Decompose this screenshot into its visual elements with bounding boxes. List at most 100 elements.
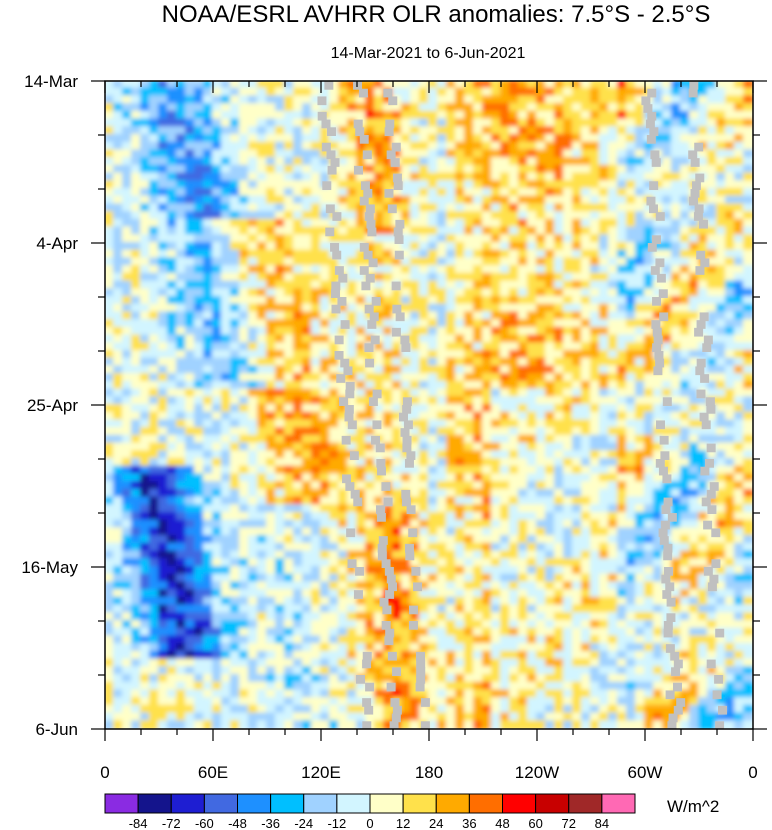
heat-cell — [356, 573, 367, 584]
heat-cell — [527, 126, 538, 136]
heat-cell — [302, 589, 313, 599]
heat-cell — [635, 380, 646, 391]
heat-cell — [725, 380, 736, 391]
heat-cell — [131, 488, 142, 499]
heat-cell — [257, 234, 268, 244]
heat-cell — [302, 234, 313, 244]
heat-cell — [482, 242, 493, 252]
heat-cell — [671, 272, 682, 283]
heat-cell — [455, 272, 466, 283]
heat-cell — [149, 172, 160, 183]
heat-cell — [221, 535, 232, 545]
heat-cell — [401, 226, 412, 237]
heat-cell — [176, 542, 187, 553]
heat-cell — [653, 434, 664, 445]
heat-cell — [626, 573, 637, 584]
heat-cell — [347, 311, 358, 322]
heat-cell — [572, 427, 583, 437]
heat-cell — [302, 396, 313, 406]
heat-cell — [410, 450, 421, 460]
heat-cell — [383, 465, 394, 476]
heat-cell — [698, 558, 709, 568]
heat-cell — [221, 203, 232, 214]
heat-cell — [680, 473, 691, 484]
heat-cell — [635, 249, 646, 260]
heat-cell — [455, 558, 466, 568]
heat-cell — [626, 157, 637, 167]
heat-cell — [734, 396, 745, 406]
heat-cell — [167, 180, 178, 190]
heat-cell — [689, 365, 700, 376]
heat-cell — [113, 542, 124, 553]
heat-cell — [311, 134, 322, 144]
heat-cell — [248, 604, 259, 615]
heat-cell — [113, 149, 124, 160]
heat-cell — [599, 326, 610, 337]
heat-cell — [221, 519, 232, 530]
heat-cell — [302, 149, 313, 160]
heat-cell — [365, 527, 376, 538]
heat-cell — [626, 596, 637, 607]
heat-cell — [608, 218, 619, 229]
heat-cell — [527, 380, 538, 391]
heat-cell — [419, 226, 430, 237]
heat-cell — [581, 296, 592, 306]
heat-cell — [689, 103, 700, 113]
heat-cell — [482, 535, 493, 545]
heat-cell — [482, 265, 493, 275]
heat-cell — [536, 134, 547, 144]
heat-cell — [347, 272, 358, 283]
heat-cell — [122, 581, 133, 592]
heat-cell — [221, 257, 232, 268]
heat-cell — [158, 442, 169, 453]
heat-cell — [185, 172, 196, 183]
heat-cell — [671, 427, 682, 437]
heat-cell — [410, 188, 421, 198]
heat-cell — [266, 149, 277, 160]
heat-cell — [203, 234, 214, 244]
heat-cell — [113, 419, 124, 430]
heat-cell — [293, 496, 304, 507]
heat-cell — [455, 218, 466, 229]
heat-cell — [455, 380, 466, 391]
heat-cell — [608, 458, 619, 468]
heat-cell — [608, 542, 619, 553]
heat-cell — [698, 589, 709, 599]
heat-cell — [680, 87, 691, 98]
heat-cell — [608, 342, 619, 352]
heat-cell — [626, 126, 637, 136]
heat-cell — [428, 458, 439, 468]
heat-cell — [194, 134, 205, 144]
heat-cell — [563, 427, 574, 437]
heat-cell — [734, 342, 745, 352]
heat-cell — [455, 350, 466, 360]
heat-cell — [149, 458, 160, 468]
heat-cell — [473, 380, 484, 391]
heat-cell — [446, 149, 457, 160]
heat-cell — [284, 303, 295, 314]
heat-cell — [455, 365, 466, 376]
heat-cell — [329, 350, 340, 360]
heat-cell — [464, 419, 475, 430]
heat-cell — [338, 504, 349, 514]
heat-cell — [392, 203, 403, 214]
heat-cell — [734, 566, 745, 576]
heat-cell — [698, 195, 709, 206]
heat-cell — [221, 604, 232, 615]
heat-cell — [536, 257, 547, 268]
heat-cell — [158, 427, 169, 437]
heat-cell — [257, 272, 268, 283]
heat-cell — [266, 365, 277, 376]
heat-cell — [203, 488, 214, 499]
heat-cell — [653, 604, 664, 615]
heat-cell — [176, 612, 187, 622]
heat-cell — [302, 342, 313, 352]
heat-cell — [302, 473, 313, 484]
heat-cell — [716, 404, 727, 414]
heat-cell — [626, 234, 637, 244]
heat-cell — [392, 81, 403, 90]
heat-cell — [392, 465, 403, 476]
heat-cell — [599, 195, 610, 206]
heat-cell — [149, 481, 160, 491]
